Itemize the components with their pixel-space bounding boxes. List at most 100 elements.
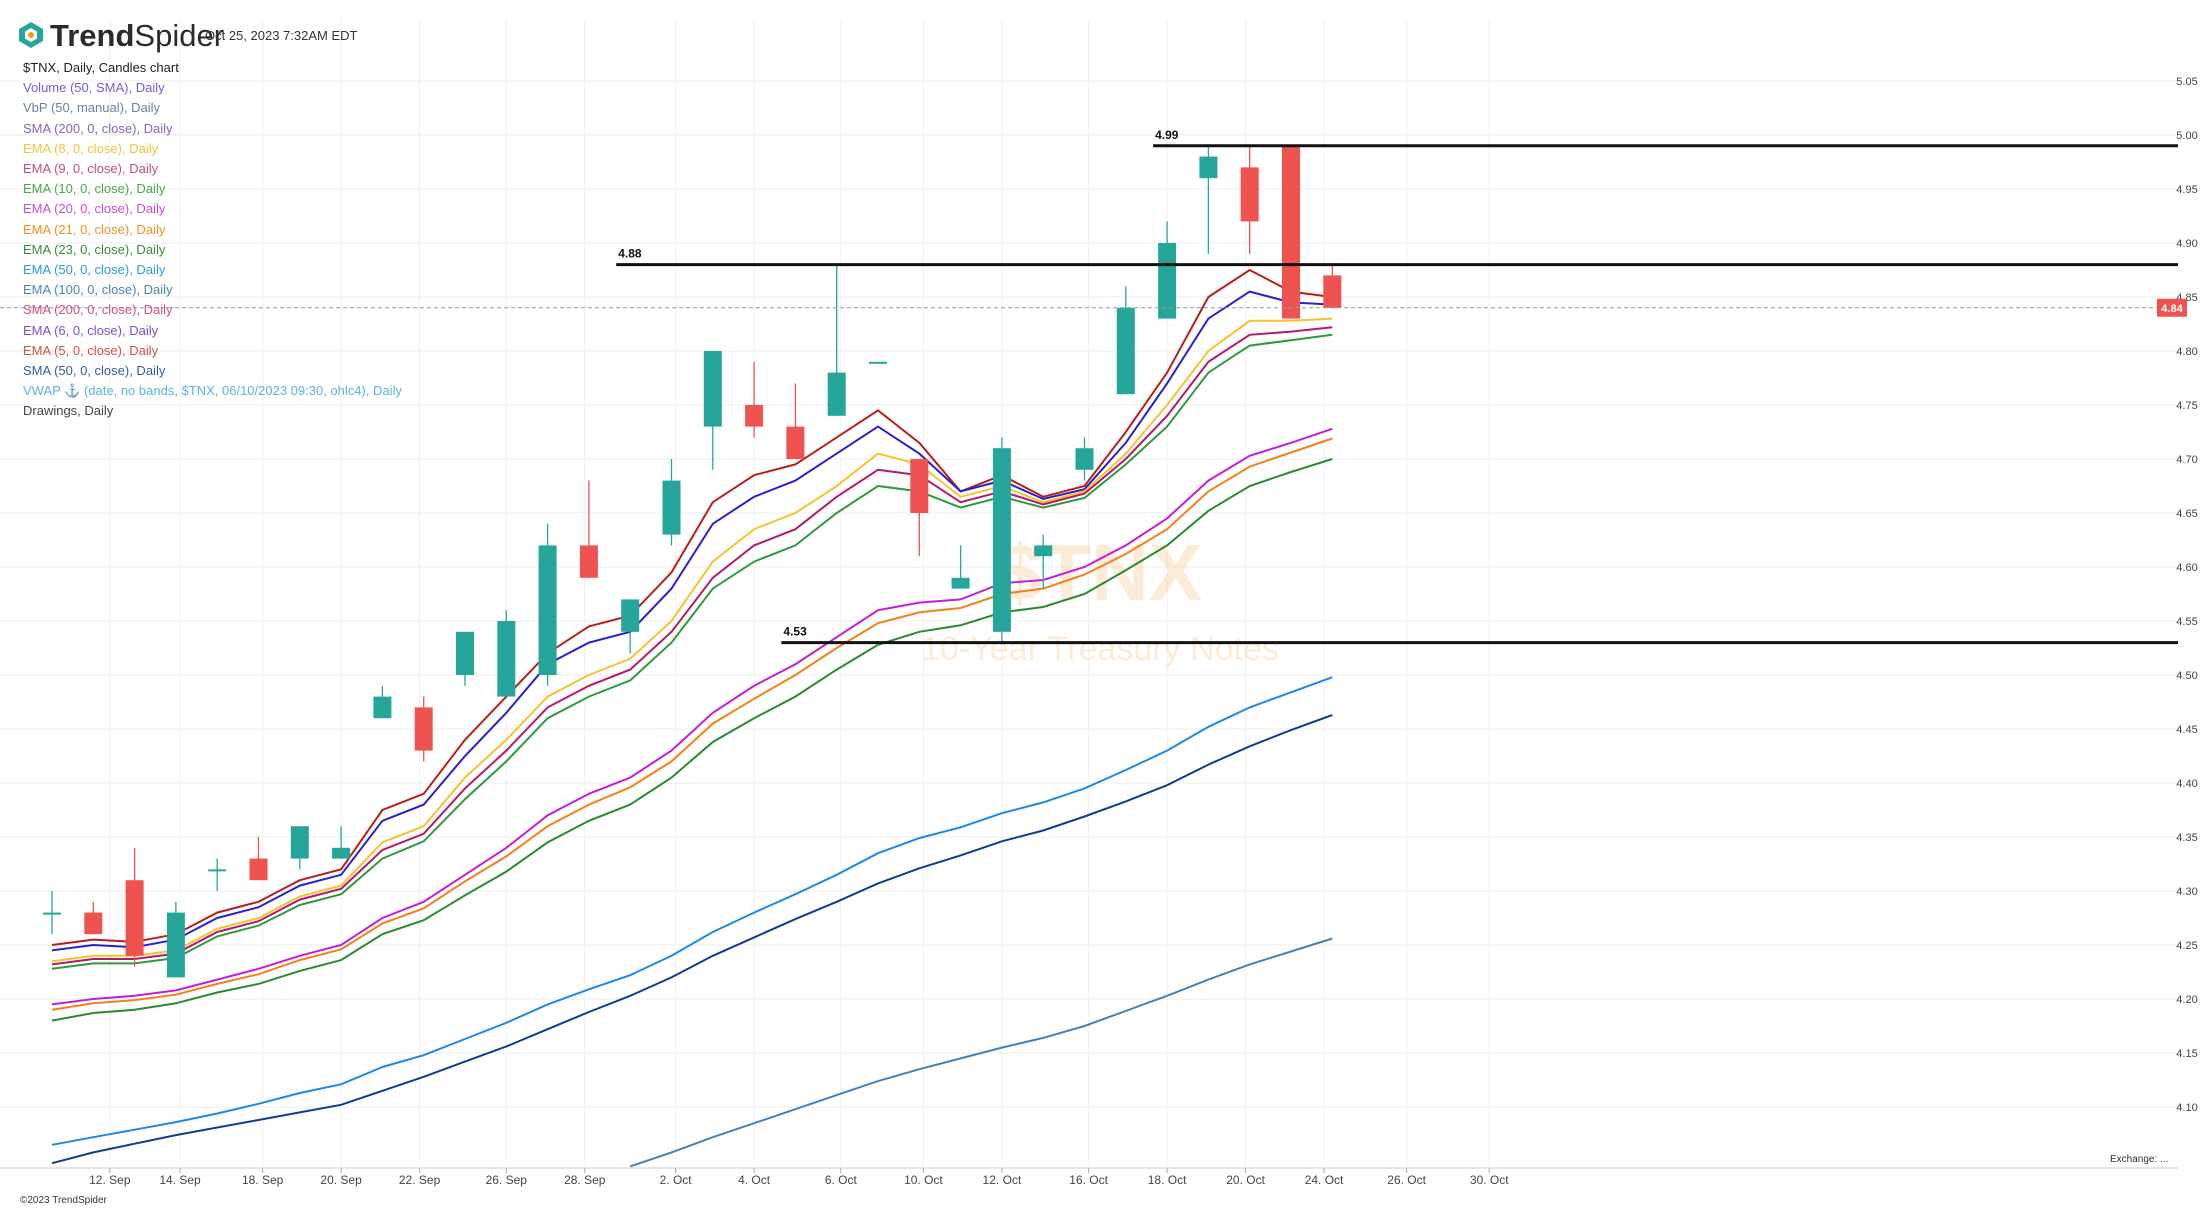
candle-body [43,912,61,915]
x-tick-label: 26. Sep [486,1173,528,1187]
indicator-line [51,437,1333,1011]
candle[interactable] [332,826,351,859]
x-tick-label: 26. Oct [1387,1173,1426,1187]
candle[interactable] [951,545,970,589]
symbol-watermark: $TNX 10-Year Treasury Notes [921,528,1279,668]
candle[interactable] [1199,145,1218,254]
candle-body [1075,448,1094,470]
x-tick-label: 6. Oct [825,1173,858,1187]
x-tick-label: 4. Oct [738,1173,771,1187]
legend-item[interactable]: EMA (23, 0, close), Daily [23,241,166,257]
level-label: 4.53 [783,625,807,639]
candle[interactable] [497,610,516,697]
legend-item[interactable]: VWAP ⚓ (date, no bands, $TNX, 06/10/2023… [23,383,402,399]
current-price-badge [2157,298,2187,317]
candle-body [249,858,268,881]
candle[interactable] [1323,264,1342,308]
brand-name: TrendSpider [50,18,225,53]
candle-body [827,372,846,416]
legend-item[interactable]: SMA (200, 0, close), Daily [23,302,173,318]
legend-item[interactable]: EMA (9, 0, close), Daily [23,161,159,177]
watermark-name: 10-Year Treasury Notes [921,630,1279,668]
candle[interactable] [703,351,722,470]
time-axis[interactable]: 12. Sep 14. Sep 18. Sep 20. Sep 22. Sep 26. S… [89,1168,1509,1187]
legend-item[interactable]: VbP (50, manual), Daily [23,100,161,116]
candle[interactable] [1075,437,1094,481]
candle-body [1199,156,1218,179]
current-price-label: 4.84 [2161,303,2183,315]
indicator-legend: $TNX, Daily, Candles chart Volume (50, S… [23,58,402,422]
spider-logo-icon [19,22,43,48]
y-tick-label: 4.75 [2176,400,2197,412]
candle[interactable] [992,437,1011,643]
legend-item[interactable]: Drawings, Daily [23,403,114,419]
candle-body [1240,167,1259,222]
candle[interactable] [827,264,846,416]
legend-item[interactable]: EMA (21, 0, close), Daily [23,221,166,237]
candle[interactable] [869,361,887,364]
indicator-lines [51,268,1333,1168]
candle[interactable] [621,599,640,654]
legend-item[interactable]: EMA (6, 0, close), Daily [23,322,159,338]
candle-body [497,621,516,697]
price-axis[interactable]: 4.10 4.15 4.20 4.25 4.30 4.35 4.40 4.45 4.50 4.55… [2157,76,2198,1114]
legend-item[interactable]: EMA (50, 0, close), Daily [23,262,166,278]
candle-body [1034,545,1053,557]
candle[interactable] [208,858,227,891]
candle-body [662,480,681,535]
y-tick-label: 4.60 [2176,562,2197,574]
legend-item[interactable]: SMA (50, 0, close), Daily [23,363,166,379]
indicator-line [51,317,1333,963]
legend-item[interactable]: Volume (50, SMA), Daily [23,80,165,96]
candle[interactable] [43,891,61,935]
candle-body [84,912,103,935]
y-tick-label: 4.45 [2176,724,2197,736]
candle[interactable] [249,837,268,881]
candle-body [910,459,929,513]
candles[interactable] [43,145,1342,978]
legend-item[interactable]: EMA (8, 0, close), Daily [23,140,159,156]
candle-body [208,869,227,872]
y-tick-label: 4.40 [2176,778,2197,790]
legend-item[interactable]: EMA (10, 0, close), Daily [23,181,166,197]
candle[interactable] [538,523,557,686]
legend-item[interactable]: EMA (20, 0, close), Daily [23,201,166,217]
candle-body [992,448,1011,632]
candle-body [786,426,805,459]
candle[interactable] [373,685,392,719]
candle[interactable] [745,361,764,438]
candle[interactable] [84,901,103,935]
indicator-line [51,268,1333,946]
candle[interactable] [290,826,309,870]
x-tick-label: 16. Oct [1069,1173,1108,1187]
candle[interactable] [1240,145,1259,254]
candle-body [745,405,764,427]
legend-item[interactable]: EMA (100, 0, close), Daily [23,282,173,298]
candle[interactable] [414,696,433,762]
y-tick-label: 4.65 [2176,508,2197,520]
candle-body [951,577,970,589]
y-tick-label: 4.90 [2176,238,2197,250]
candle[interactable] [456,631,474,686]
candle[interactable] [1282,145,1300,319]
candle[interactable] [579,480,598,578]
candle[interactable] [786,383,805,459]
candle[interactable] [1034,534,1053,589]
horizontal-levels[interactable]: 4.99 4.88 4.53 [0,128,2178,645]
candle[interactable] [910,459,929,557]
x-tick-label: 10. Oct [904,1173,943,1187]
candle[interactable] [1116,286,1135,395]
y-tick-label: 4.20 [2176,994,2197,1006]
indicator-line [51,427,1333,1006]
candle[interactable] [166,901,185,978]
legend-item[interactable]: SMA (200, 0, close), Daily [23,120,173,136]
candle[interactable] [662,459,681,546]
candle[interactable] [1158,221,1177,319]
indicator-line [51,290,1333,952]
x-tick-label: 22. Sep [399,1173,441,1187]
indicator-line [51,714,1333,1165]
legend-item[interactable]: EMA (5, 0, close), Daily [23,342,159,358]
candle[interactable] [125,847,144,967]
legend-title: $TNX, Daily, Candles chart [23,60,179,75]
